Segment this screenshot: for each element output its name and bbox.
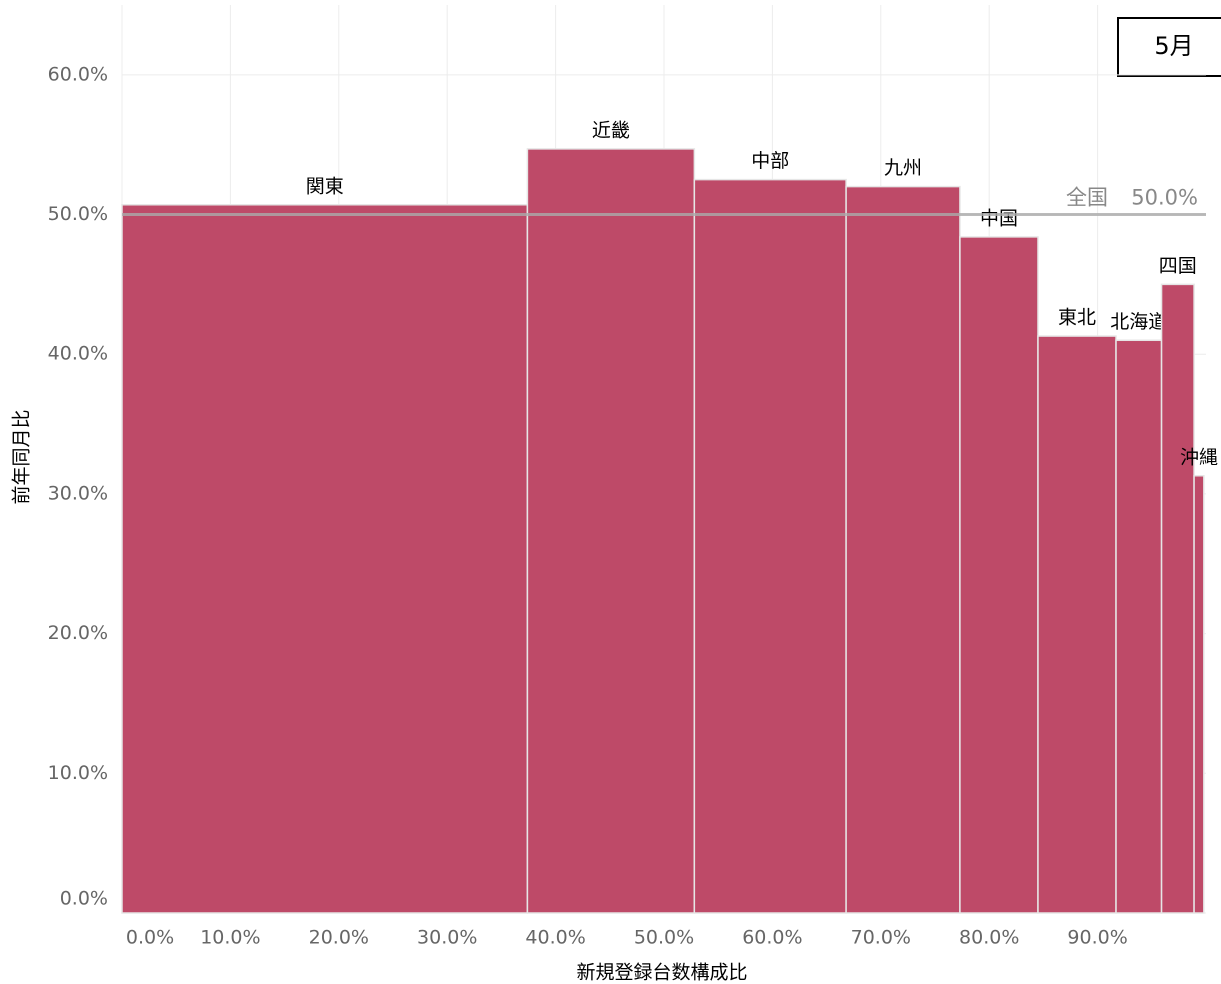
x-tick-label: 60.0% [742,927,802,949]
bar [693,178,847,914]
bar-label: 中部 [751,150,789,172]
reference-value-label: 50.0% [1131,186,1198,210]
bar [959,236,1039,914]
x-tick-label: 10.0% [200,927,260,949]
y-tick-label: 10.0% [48,762,108,784]
x-tick-label: 70.0% [851,927,911,949]
bar-label: 四国 [1159,255,1197,277]
bar [1115,339,1163,914]
bar [1160,283,1195,914]
bar [121,204,529,914]
bar [845,185,961,914]
bar [526,148,696,914]
y-tick-label: 30.0% [48,482,108,504]
bar-label: 近畿 [592,119,630,141]
x-axis-title: 新規登録台数構成比 [576,962,747,984]
bar-label: 中国 [980,207,1018,229]
bar-label: 沖縄 [1180,446,1218,468]
x-tick-label: 50.0% [634,927,694,949]
x-tick-label: 0.0% [126,927,174,949]
bar [1037,335,1117,914]
frame-label: 5月 [1154,32,1193,60]
x-tick-label: 20.0% [309,927,369,949]
y-tick-label: 50.0% [48,203,108,225]
y-tick-label: 0.0% [60,888,108,910]
y-tick-label: 20.0% [48,622,108,644]
x-tick-label: 90.0% [1067,927,1127,949]
bar-label: 東北 [1058,307,1096,329]
bar [1193,475,1205,914]
bar-label: 関東 [306,175,344,197]
y-tick-label: 40.0% [48,343,108,365]
reference-label: 全国 [1066,186,1108,210]
x-tick-label: 40.0% [525,927,585,949]
x-tick-label: 30.0% [417,927,477,949]
x-tick-label: 80.0% [959,927,1019,949]
frame-box [1117,17,1221,77]
y-tick-label: 60.0% [48,63,108,85]
bar-label: 北海道 [1110,311,1167,333]
y-axis-title: 前年同月比 [11,409,33,504]
bar-label: 九州 [884,157,922,179]
